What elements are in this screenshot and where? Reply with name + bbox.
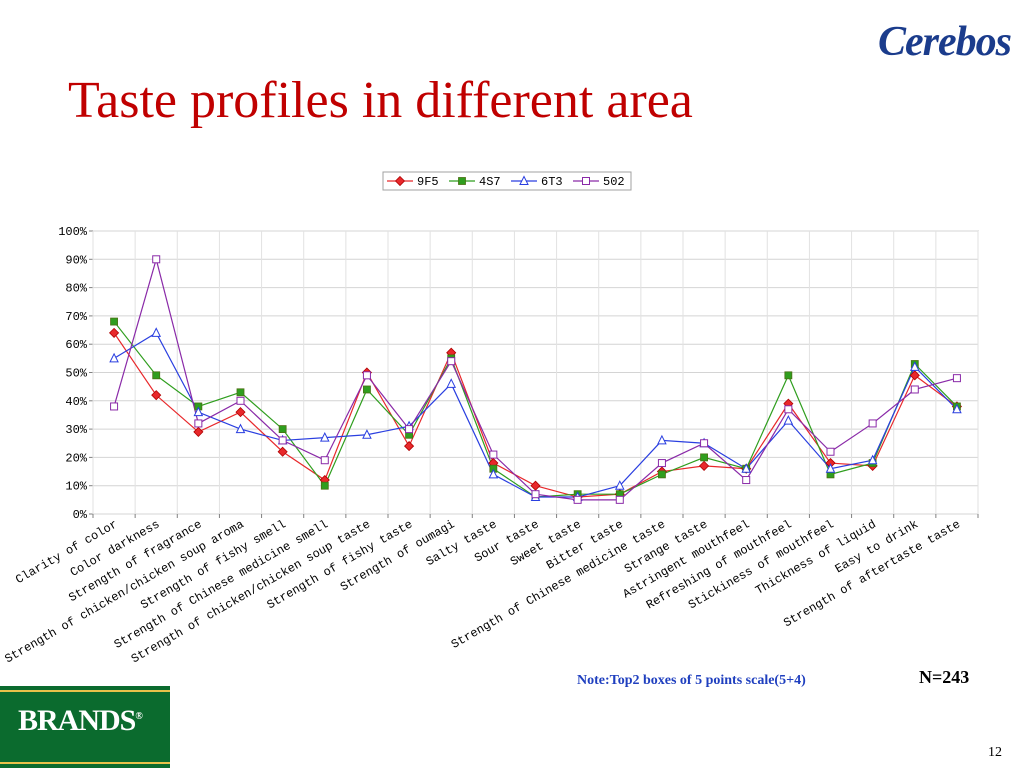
y-tick-label: 80% — [65, 282, 87, 296]
chart-legend: 9F5 4S7 6T3 502 — [382, 171, 632, 191]
data-point-9F5 — [109, 327, 120, 338]
data-point-502 — [952, 374, 961, 383]
data-point-9F5 — [151, 390, 162, 401]
data-point-6T3 — [783, 414, 794, 425]
legend-label: 4S7 — [479, 175, 501, 189]
data-point-4S7 — [320, 481, 329, 490]
data-point-502 — [742, 476, 751, 485]
y-tick-label: 90% — [65, 253, 87, 267]
y-tick-label: 0% — [73, 508, 88, 522]
legend-label: 6T3 — [541, 175, 563, 189]
data-point-4S7 — [700, 453, 708, 462]
legend-marker-6T3 — [519, 175, 529, 185]
data-point-4S7 — [152, 371, 161, 380]
sample-size-label: N=243 — [919, 667, 970, 687]
data-point-502 — [362, 371, 371, 380]
data-point-502 — [868, 419, 877, 428]
y-tick-label: 40% — [65, 395, 87, 409]
data-point-6T3 — [319, 431, 330, 442]
data-point-9F5 — [277, 446, 288, 457]
data-point-6T3 — [235, 423, 246, 434]
data-point-6T3 — [488, 468, 499, 479]
data-point-6T3 — [614, 480, 625, 490]
y-axis-tick-labels: 0% 10% 20% 30% 40% 50% 60% 70% 80% 90% 100% — [58, 225, 88, 522]
data-point-502 — [784, 405, 793, 414]
data-point-6T3 — [109, 352, 119, 363]
data-point-502 — [194, 419, 203, 428]
data-point-502 — [615, 495, 624, 504]
slide-title: Taste profiles in different area — [68, 72, 693, 129]
legend-label: 502 — [603, 175, 625, 189]
y-tick-label: 100% — [58, 225, 88, 239]
data-point-4S7 — [784, 371, 793, 380]
data-point-9F5 — [193, 426, 204, 437]
legend-marker-4S7 — [458, 177, 466, 185]
cerebos-logo: Cerebos — [878, 19, 1012, 65]
data-point-502 — [700, 439, 709, 448]
page-number: 12 — [988, 745, 1002, 760]
taste-profile-line-chart: 9F5 4S7 6T3 502 0% 10% 20% 30% 40% 50% 60% 70% 80% 9… — [3, 171, 979, 666]
scale-note: Note:Top2 boxes of 5 points scale(5+4) — [577, 673, 806, 688]
data-point-9F5 — [235, 407, 246, 418]
data-point-9F5 — [699, 460, 710, 471]
data-point-9F5 — [404, 441, 415, 452]
data-point-4S7 — [236, 388, 245, 397]
data-point-502 — [531, 490, 540, 499]
legend-marker-9F5 — [394, 175, 406, 187]
data-point-6T3 — [362, 429, 372, 439]
data-point-502 — [405, 425, 414, 434]
data-point-502 — [489, 450, 498, 459]
data-point-502 — [110, 402, 119, 411]
data-point-502 — [447, 357, 456, 366]
data-point-6T3 — [446, 378, 457, 388]
y-tick-label: 30% — [65, 423, 87, 437]
chart-series-markers — [109, 255, 962, 504]
data-point-6T3 — [952, 403, 962, 414]
data-point-6T3 — [741, 463, 752, 473]
chart-gridlines — [89, 230, 979, 518]
y-tick-label: 20% — [65, 451, 87, 465]
data-point-502 — [657, 459, 666, 468]
data-point-4S7 — [110, 317, 118, 326]
data-point-502 — [152, 255, 161, 264]
data-point-4S7 — [363, 385, 371, 394]
data-point-6T3 — [151, 327, 162, 337]
brands-logo: BRANDS® — [0, 686, 170, 768]
data-point-502 — [826, 447, 835, 456]
data-point-4S7 — [658, 470, 666, 479]
data-point-502 — [278, 436, 287, 445]
data-point-6T3 — [867, 454, 878, 465]
data-point-502 — [236, 396, 245, 405]
y-tick-label: 70% — [65, 310, 87, 324]
data-point-6T3 — [825, 463, 836, 473]
data-point-502 — [320, 456, 329, 465]
legend-marker-502 — [582, 177, 590, 185]
y-tick-label: 50% — [65, 367, 87, 381]
y-tick-label: 60% — [65, 338, 87, 352]
data-point-6T3 — [193, 406, 204, 417]
legend-label: 9F5 — [417, 175, 439, 189]
data-point-6T3 — [657, 434, 667, 445]
data-point-502 — [573, 495, 582, 504]
y-tick-label: 10% — [65, 480, 87, 494]
data-point-9F5 — [909, 370, 920, 381]
brands-logo-text: BRANDS® — [18, 704, 143, 737]
data-point-502 — [910, 385, 919, 394]
data-point-6T3 — [909, 361, 920, 371]
legend-box — [382, 171, 632, 191]
data-point-4S7 — [278, 425, 287, 434]
